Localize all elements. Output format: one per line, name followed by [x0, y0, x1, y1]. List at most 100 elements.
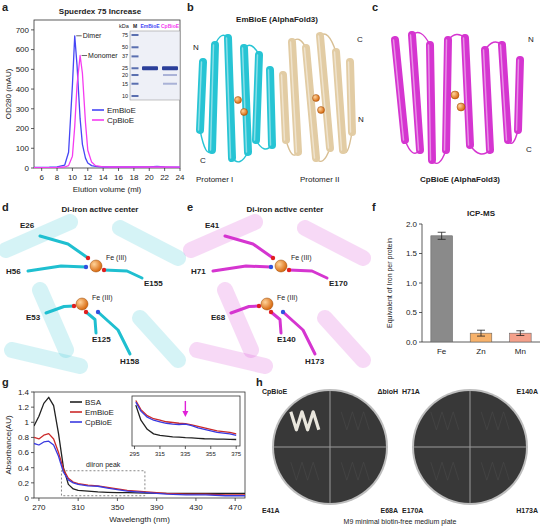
arrow-head [182, 411, 188, 417]
helix-highlight [211, 45, 214, 150]
panel-letter: c [372, 1, 378, 13]
strain-label: ΔbioH [377, 388, 398, 395]
helix-bg [120, 228, 178, 258]
x-tick [236, 446, 237, 449]
caption: M9 minimal biotin-free medium plate [344, 518, 457, 526]
streak [291, 462, 319, 480]
x-tick-label: Zn [476, 347, 485, 356]
series-line [136, 401, 236, 434]
x-tick-label: 315 [155, 451, 166, 457]
metal-label: Fe (III) [92, 294, 113, 302]
x-tick-label: 470 [229, 503, 243, 512]
fe-atom [313, 95, 320, 102]
strain-label: E170A [402, 507, 423, 514]
legend-swatch [70, 401, 82, 403]
helix [320, 36, 330, 148]
fe-atom [90, 260, 102, 272]
y-axis-title: Equivalent of Iron per protein [386, 238, 394, 328]
panel-title: EmBioE (AlphaFold3) [236, 15, 318, 24]
marker-label: 37 [122, 53, 128, 59]
y-tick-label: 200 [16, 124, 30, 133]
legend-swatch [92, 109, 104, 111]
residue-stick [46, 306, 74, 313]
legend-label: EmBioE [107, 106, 136, 115]
line-chart: 6810121416182022240100200300400500600700… [4, 7, 185, 194]
panel-letter: b [187, 1, 194, 13]
x-tick [57, 168, 58, 171]
x-tick [149, 168, 150, 171]
x-tick [38, 498, 39, 501]
figure: abcdefgh68101214161820222401002003004005… [0, 0, 548, 528]
panel-b: EmBioE (AlphaFold3)Protomer IProtomer II… [193, 15, 364, 184]
helix-highlight [394, 40, 404, 140]
annotation-arrow [76, 35, 82, 36]
marker-label: 25 [122, 65, 128, 71]
chart-title: Spuerdex 75 Increase [59, 7, 142, 16]
x-tick-label: 22 [160, 173, 169, 182]
marker-label: 50 [122, 44, 128, 50]
y-tick [31, 392, 34, 393]
y-tick-label: 0.6 [18, 448, 30, 457]
strain-label: CpBioE [262, 388, 288, 396]
error-cap [477, 330, 485, 331]
y-tick-label: 1.0 [406, 279, 418, 288]
residue-label: H56 [6, 267, 21, 276]
y-tick-label: 2.0 [406, 220, 418, 229]
y-tick [419, 253, 422, 254]
residue-stick [40, 236, 88, 258]
helix-highlight [319, 36, 329, 148]
plate [274, 391, 386, 503]
helix-highlight [445, 40, 447, 150]
residue-atom [86, 256, 90, 260]
series-group [136, 401, 236, 440]
legend-label: CpBioE [85, 418, 112, 427]
helix [306, 48, 316, 158]
strain-label: H71A [402, 388, 420, 395]
ladder-band [132, 55, 139, 57]
y-tick-label: 0 [25, 164, 30, 173]
helix-highlight [282, 75, 285, 140]
helix-highlight [199, 62, 202, 130]
y-tick-label: 0.0 [406, 338, 418, 347]
x-tick-label: 16 [114, 173, 123, 182]
y-tick-label: 0.5 [406, 308, 418, 317]
y-tick [31, 128, 34, 129]
ladder-band [132, 67, 139, 69]
residue-label: E26 [20, 221, 35, 230]
y-tick-label: 0.4 [18, 464, 30, 473]
x-tick-label: 295 [130, 451, 141, 457]
x-tick-label: Fe [437, 347, 447, 356]
x-tick [164, 168, 165, 171]
y-tick-label: 700 [16, 26, 30, 35]
x-tick-label: 350 [111, 503, 125, 512]
y-tick [31, 168, 34, 169]
legend-swatch [70, 421, 82, 423]
y-tick [31, 437, 34, 438]
error-cap [516, 330, 524, 331]
helix-highlight [305, 48, 315, 158]
terminus-label: N [193, 43, 199, 52]
y-axis-title: OD280 (mAU) [4, 68, 13, 119]
y-tick [31, 108, 34, 109]
helix-highlight [335, 52, 342, 150]
helix-bg [6, 222, 70, 250]
residue-stick [271, 312, 281, 333]
fe-atom [275, 260, 287, 272]
x-tick-label: Mn [515, 347, 526, 356]
faint-band [163, 74, 177, 76]
x-tick [156, 498, 157, 501]
helix-highlight [484, 50, 489, 150]
sample-band [162, 66, 178, 70]
strain-label: E41A [262, 507, 280, 514]
y-tick [31, 49, 34, 50]
panel-h: CpBioEΔbioHE41AE68AH71AE140AE170AH173AM9… [262, 388, 538, 526]
helix [412, 35, 420, 150]
active-site: Di-iron active centerE26H56E53E155E125H1… [6, 205, 178, 366]
panel-letter: e [187, 201, 193, 213]
x-tick [180, 168, 181, 171]
metal-label: Fe (III) [291, 254, 312, 262]
residue-stick [213, 266, 271, 271]
residue-atom [257, 304, 261, 308]
residue-stick [225, 236, 273, 258]
panel-letter: h [256, 376, 263, 388]
